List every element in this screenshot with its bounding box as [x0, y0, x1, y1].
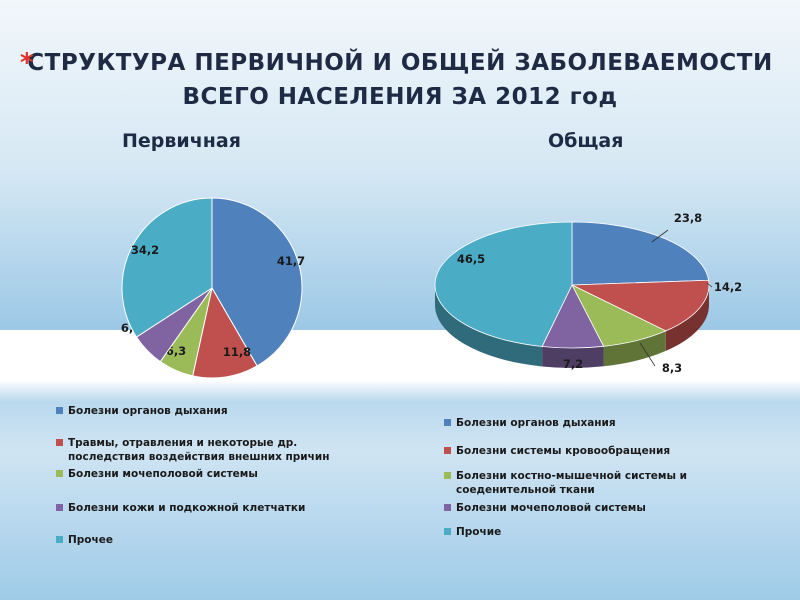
legend-label: соеденительной ткани [456, 484, 595, 496]
pie-total-data-label: 7,2 [563, 357, 583, 371]
title-line-2: ВСЕГО НАСЕЛЕНИЯ ЗА 2012 год [182, 84, 618, 110]
chart-title-total: Общая [548, 130, 624, 152]
pie-total-data-label: 23,8 [674, 211, 702, 225]
legend-label: Болезни кожи и подкожной клетчатки [68, 502, 306, 514]
pie-total-leader-line [639, 342, 656, 367]
legend-swatch [444, 528, 451, 535]
legend-swatch [444, 447, 451, 454]
pie-total-slice [571, 279, 710, 332]
legend-label: Болезни костно-мышечной системы и [456, 470, 688, 482]
legend-swatch [444, 504, 451, 511]
legend-label: Травмы, отравления и некоторые др. [68, 437, 298, 449]
pie-total-slice-side [542, 346, 604, 368]
legend-swatch [56, 439, 63, 446]
legend-total: Болезни органов дыхания Болезни системы к… [444, 416, 774, 546]
legend-label: Болезни мочеполовой системы [68, 468, 258, 480]
title-line-1: СТРУКТУРА ПЕРВИЧНОЙ И ОБЩЕЙ ЗАБОЛЕВАЕМОС… [27, 50, 773, 76]
pie-total-leader-line [706, 282, 713, 288]
pie-total-data-label: 8,3 [662, 361, 682, 375]
pie-primary-slice [121, 197, 213, 338]
legend-label: последствия воздействия внешних причин [68, 451, 330, 463]
pie-total-slice-side [603, 330, 666, 367]
legend-label: Болезни органов дыхания [68, 405, 228, 417]
pie-total-slice-side [665, 285, 709, 351]
pie-primary-data-label: 6,3 [166, 344, 186, 358]
pie-primary-data-label: 34,2 [131, 243, 159, 257]
chart-title-primary: Первичная [122, 130, 241, 152]
pie-total-leader-line [651, 229, 669, 243]
legend-swatch [56, 407, 63, 414]
pie-primary-data-label: 41,7 [277, 254, 305, 268]
legend-swatch [56, 536, 63, 543]
pie-total-data-label: 14,2 [714, 280, 742, 294]
legend-primary: Болезни органов дыхания Травмы, отравлени… [56, 404, 386, 554]
legend-label: Болезни мочеполовой системы [456, 502, 646, 514]
legend-label: Прочие [456, 526, 502, 538]
pie-primary: 41,711,86,36,134,2 [121, 197, 305, 379]
page-title: * СТРУКТУРА ПЕРВИЧНОЙ И ОБЩЕЙ ЗАБОЛЕВАЕМ… [0, 46, 800, 114]
legend-label: Прочее [68, 534, 113, 546]
pie-total-slice [434, 221, 573, 347]
legend-swatch [444, 419, 451, 426]
legend-label: Болезни системы кровообращения [456, 445, 671, 457]
legend-swatch [56, 470, 63, 477]
pie-primary-slice [192, 286, 258, 379]
pie-total-slice-side [435, 285, 543, 367]
pie-primary-data-label: 11,8 [223, 345, 251, 359]
bullet-star: * [20, 48, 35, 78]
pie-total: 23,8 14,2 8,3 7,2 46,5 [434, 211, 742, 375]
pie-total-slice [571, 221, 710, 286]
legend-swatch [444, 472, 451, 479]
legend-swatch [56, 504, 63, 511]
legend-label: Болезни органов дыхания [456, 417, 616, 429]
pie-primary-slice [211, 197, 303, 367]
pie-total-data-label: 46,5 [457, 252, 485, 266]
